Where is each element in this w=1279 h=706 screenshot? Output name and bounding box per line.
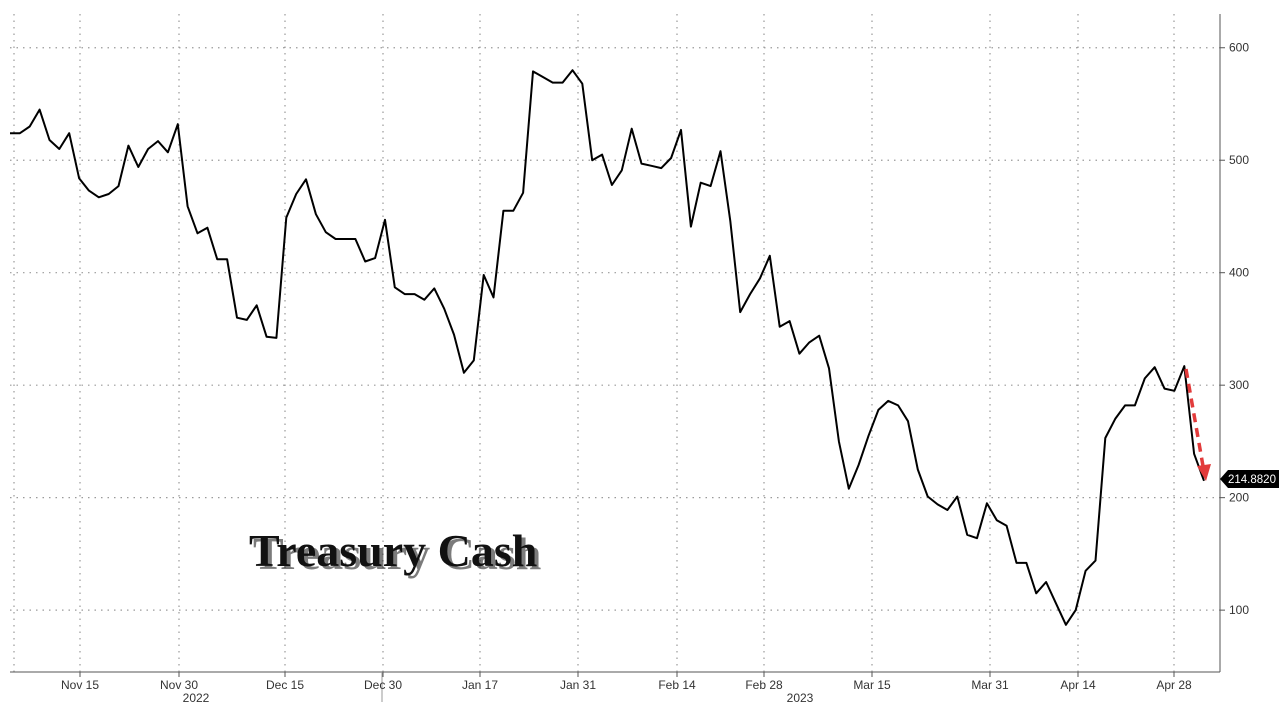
down-arrow-shaft bbox=[1184, 368, 1205, 467]
last-value-badge-bg bbox=[1220, 470, 1279, 488]
series-layer bbox=[10, 69, 1205, 626]
y-tick-label: 300 bbox=[1229, 378, 1249, 392]
down-arrow-annotation bbox=[1184, 368, 1211, 481]
y-tick-label: 200 bbox=[1229, 491, 1249, 505]
x-tick-label: Feb 14 bbox=[658, 678, 696, 692]
y-tick-label: 100 bbox=[1229, 603, 1249, 617]
y-tick-label: 400 bbox=[1229, 266, 1249, 280]
year-label-2023: 2023 bbox=[787, 691, 814, 705]
treasury-cash-line bbox=[10, 69, 1205, 626]
gridlines bbox=[10, 14, 1220, 672]
last-value-label: 214.8820 bbox=[1228, 474, 1276, 486]
last-value-badge: 214.8820 bbox=[1220, 470, 1279, 488]
x-axis-ticks: Nov 15 Nov 30 Dec 15 Dec 30 Jan 17 Jan 31 Feb … bbox=[61, 672, 1192, 692]
x-tick-label: Apr 28 bbox=[1156, 678, 1192, 692]
x-tick-label: Dec 15 bbox=[266, 678, 304, 692]
x-tick-label: Nov 15 bbox=[61, 678, 99, 692]
x-tick-label: Dec 30 bbox=[364, 678, 402, 692]
x-tick-label: Jan 17 bbox=[462, 678, 498, 692]
y-tick-label: 600 bbox=[1229, 41, 1249, 55]
year-label-2022: 2022 bbox=[183, 691, 210, 705]
down-arrow-head bbox=[1197, 464, 1211, 481]
chart-title: Treasury Cash bbox=[249, 525, 537, 576]
x-tick-label: Nov 30 bbox=[160, 678, 198, 692]
y-axis-ticks: 100 200 300 400 500 600 bbox=[1220, 41, 1249, 617]
y-tick-label: 500 bbox=[1229, 153, 1249, 167]
x-tick-label: Jan 31 bbox=[560, 678, 596, 692]
x-tick-label: Mar 15 bbox=[853, 678, 891, 692]
x-tick-label: Mar 31 bbox=[971, 678, 1009, 692]
chart-title-shadow: Treasury Cash bbox=[253, 528, 541, 579]
x-tick-label: Apr 14 bbox=[1060, 678, 1096, 692]
x-tick-label: Feb 28 bbox=[745, 678, 783, 692]
